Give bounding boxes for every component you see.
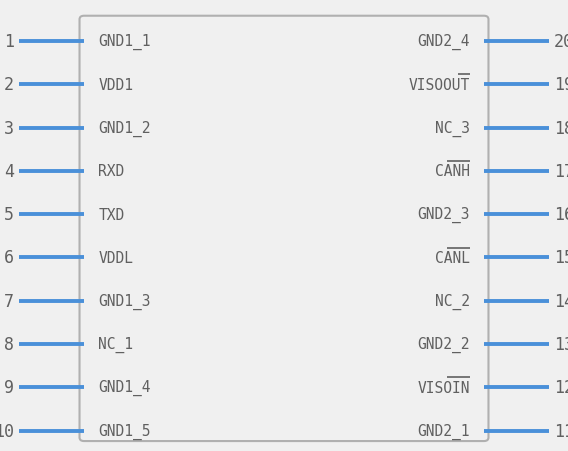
Text: 13: 13	[554, 336, 568, 353]
Text: VDD1: VDD1	[98, 78, 133, 92]
Text: NC_2: NC_2	[435, 293, 470, 309]
Text: NC_3: NC_3	[435, 120, 470, 136]
Text: 7: 7	[4, 292, 14, 310]
Text: 9: 9	[4, 378, 14, 396]
Text: NC_1: NC_1	[98, 336, 133, 352]
Text: 15: 15	[554, 249, 568, 267]
Text: RXD: RXD	[98, 164, 124, 179]
Text: 3: 3	[4, 120, 14, 137]
Text: 12: 12	[554, 378, 568, 396]
Text: GND1_2: GND1_2	[98, 120, 151, 136]
Text: GND2_3: GND2_3	[417, 207, 470, 223]
Text: CANL: CANL	[435, 250, 470, 265]
Text: GND2_2: GND2_2	[417, 336, 470, 352]
Text: 10: 10	[0, 422, 14, 440]
Text: 8: 8	[4, 336, 14, 353]
Text: GND2_4: GND2_4	[417, 34, 470, 50]
Text: 6: 6	[4, 249, 14, 267]
Text: 1: 1	[4, 33, 14, 51]
Text: VISOOUT: VISOOUT	[408, 78, 470, 92]
Text: 4: 4	[4, 162, 14, 180]
Text: GND1_4: GND1_4	[98, 379, 151, 396]
Text: VDDL: VDDL	[98, 250, 133, 265]
Text: GND1_1: GND1_1	[98, 34, 151, 50]
Text: 11: 11	[554, 422, 568, 440]
Text: GND2_1: GND2_1	[417, 423, 470, 439]
Text: 19: 19	[554, 76, 568, 94]
Text: GND1_3: GND1_3	[98, 293, 151, 309]
Text: CANH: CANH	[435, 164, 470, 179]
Text: 5: 5	[4, 206, 14, 224]
Text: VISOIN: VISOIN	[417, 380, 470, 395]
Text: 16: 16	[554, 206, 568, 224]
Text: TXD: TXD	[98, 207, 124, 222]
Text: 14: 14	[554, 292, 568, 310]
Text: 17: 17	[554, 162, 568, 180]
Text: 2: 2	[4, 76, 14, 94]
Text: 20: 20	[554, 33, 568, 51]
Text: 18: 18	[554, 120, 568, 137]
Text: GND1_5: GND1_5	[98, 423, 151, 439]
FancyBboxPatch shape	[80, 17, 488, 441]
